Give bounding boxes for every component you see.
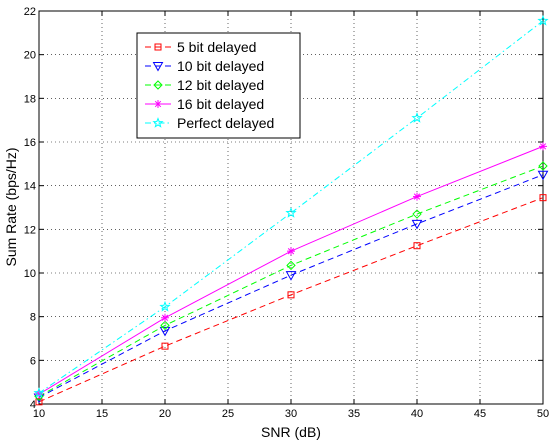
data-point xyxy=(35,398,43,406)
x-tick-label: 35 xyxy=(348,408,360,420)
y-tick-label: 12 xyxy=(24,224,36,236)
legend-box xyxy=(136,32,301,139)
y-tick-label: 14 xyxy=(24,181,36,193)
series-1 xyxy=(35,194,547,406)
data-point xyxy=(413,192,421,201)
data-point xyxy=(539,194,547,202)
legend-label: 16 bit delayed xyxy=(177,96,264,112)
legend-item: 5 bit delayed xyxy=(145,39,256,55)
legend-marker xyxy=(152,62,164,72)
x-tick-label: 25 xyxy=(222,408,234,420)
data-point xyxy=(159,300,171,312)
legend-marker xyxy=(154,43,162,51)
data-point xyxy=(161,342,169,350)
y-tick-label: 10 xyxy=(24,268,36,280)
data-point xyxy=(287,291,295,299)
y-tick-label: 20 xyxy=(24,50,36,62)
data-point xyxy=(411,112,423,123)
series-line xyxy=(38,165,544,397)
y-tick-label: 4 xyxy=(30,399,36,411)
x-tick-label: 50 xyxy=(537,408,549,420)
x-tick-label: 20 xyxy=(159,408,171,420)
legend-label: 10 bit delayed xyxy=(177,58,264,74)
data-point xyxy=(159,326,171,337)
legend: 5 bit delayed 10 bit delayed 12 bit delaye… xyxy=(136,32,301,139)
data-point xyxy=(537,170,549,181)
y-tick-label: 8 xyxy=(30,312,36,324)
data-point xyxy=(33,387,45,398)
data-point xyxy=(539,142,547,151)
legend-marker xyxy=(153,80,163,90)
series-2 xyxy=(33,170,549,403)
legend-label: 5 bit delayed xyxy=(177,39,256,55)
series xyxy=(33,14,549,406)
y-tick-label: 18 xyxy=(24,93,36,105)
legend-item: 12 bit delayed xyxy=(145,77,264,93)
series-line xyxy=(38,174,544,398)
legend-label: Perfect delayed xyxy=(177,115,274,131)
y-tick-label: 16 xyxy=(24,137,36,149)
data-point xyxy=(412,209,422,219)
x-tick-label: 45 xyxy=(474,408,486,420)
data-point xyxy=(411,219,423,230)
x-tick-label: 10 xyxy=(33,408,45,420)
legend-item: Perfect delayed xyxy=(145,115,274,131)
x-tick-label: 40 xyxy=(411,408,423,420)
legend-item: 16 bit delayed xyxy=(145,96,264,112)
data-point xyxy=(537,14,549,26)
series-5 xyxy=(33,14,549,398)
data-point xyxy=(538,161,548,171)
y-tick-label: 6 xyxy=(30,355,36,367)
y-tick-label: 22 xyxy=(24,6,36,18)
x-axis-label: SNR (dB) xyxy=(261,424,321,440)
x-tick-label: 15 xyxy=(96,408,108,420)
legend-item: 10 bit delayed xyxy=(145,58,264,74)
x-tick-label: 30 xyxy=(285,408,297,420)
data-point xyxy=(285,207,297,218)
series-line xyxy=(38,197,544,403)
data-point xyxy=(285,271,297,281)
data-point xyxy=(160,320,170,331)
data-point xyxy=(161,313,169,322)
legend-marker xyxy=(152,117,164,128)
legend-label: 12 bit delayed xyxy=(177,77,264,93)
data-point xyxy=(287,247,295,256)
data-point xyxy=(413,242,421,250)
y-axis-label: Sum Rate (bps/Hz) xyxy=(3,147,19,266)
data-point xyxy=(286,260,296,271)
series-3 xyxy=(34,161,548,402)
legend-marker xyxy=(154,100,162,108)
